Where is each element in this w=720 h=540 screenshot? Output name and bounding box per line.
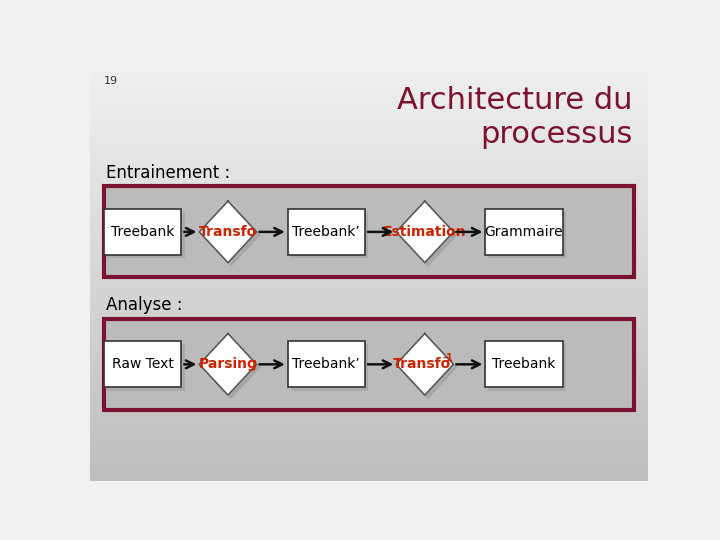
FancyBboxPatch shape — [104, 319, 634, 410]
FancyBboxPatch shape — [485, 341, 563, 387]
FancyBboxPatch shape — [488, 212, 566, 258]
Polygon shape — [396, 201, 454, 262]
Text: Estimation: Estimation — [383, 225, 467, 239]
Text: Treebank’: Treebank’ — [292, 225, 360, 239]
Polygon shape — [202, 336, 260, 398]
Text: Treebank’: Treebank’ — [292, 357, 360, 372]
Text: Transfo: Transfo — [199, 225, 257, 239]
Text: Transfo: Transfo — [392, 357, 451, 372]
Polygon shape — [199, 334, 256, 395]
Text: 19: 19 — [104, 76, 118, 85]
Polygon shape — [399, 336, 456, 398]
FancyBboxPatch shape — [107, 345, 184, 390]
Text: processus: processus — [480, 120, 632, 149]
Polygon shape — [396, 334, 454, 395]
Text: Treebank: Treebank — [111, 225, 174, 239]
Text: Analyse :: Analyse : — [106, 296, 182, 314]
Text: Parsing: Parsing — [199, 357, 257, 372]
FancyBboxPatch shape — [291, 212, 368, 258]
Text: -1: -1 — [442, 353, 453, 363]
FancyBboxPatch shape — [287, 341, 365, 387]
FancyBboxPatch shape — [287, 209, 365, 255]
Text: Treebank: Treebank — [492, 357, 556, 372]
Polygon shape — [202, 204, 260, 266]
FancyBboxPatch shape — [485, 209, 563, 255]
FancyBboxPatch shape — [291, 345, 368, 390]
FancyBboxPatch shape — [107, 212, 184, 258]
Text: Architecture du: Architecture du — [397, 86, 632, 116]
FancyBboxPatch shape — [104, 341, 181, 387]
Polygon shape — [399, 204, 456, 266]
Text: Raw Text: Raw Text — [112, 357, 174, 372]
FancyBboxPatch shape — [104, 209, 181, 255]
FancyBboxPatch shape — [488, 345, 566, 390]
Text: Grammaire: Grammaire — [485, 225, 563, 239]
Polygon shape — [199, 201, 256, 262]
Text: Entrainement :: Entrainement : — [106, 164, 230, 182]
FancyBboxPatch shape — [104, 186, 634, 278]
